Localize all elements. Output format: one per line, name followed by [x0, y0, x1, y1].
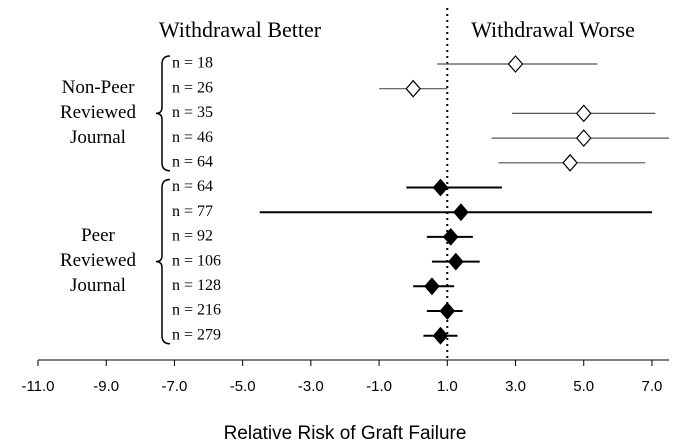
- header-right: Withdrawal Worse: [471, 17, 635, 42]
- group-label: Reviewed: [60, 250, 136, 271]
- group-label: Peer: [81, 225, 115, 246]
- brace: [155, 178, 171, 345]
- estimate-marker: [432, 326, 449, 345]
- estimate-marker: [432, 178, 449, 197]
- row-label: n = 46: [172, 129, 213, 146]
- estimate-marker: [575, 129, 592, 148]
- group-label: Non-Peer: [62, 77, 135, 98]
- estimate-marker: [453, 203, 469, 222]
- group-label: Journal: [70, 127, 126, 148]
- estimate-marker: [448, 252, 464, 271]
- estimate-marker: [562, 153, 578, 172]
- x-tick-label: -3.0: [298, 378, 324, 395]
- x-axis-label: Relative Risk of Graft Failure: [224, 423, 467, 444]
- row-label: n = 77: [172, 203, 213, 220]
- estimate-marker: [439, 302, 456, 320]
- x-tick-label: -1.0: [366, 378, 392, 395]
- estimate-marker: [575, 104, 592, 123]
- x-tick-label: 7.0: [642, 378, 663, 395]
- x-tick-label: -7.0: [162, 378, 188, 395]
- row-label: n = 216: [172, 302, 221, 319]
- x-tick-label: -5.0: [230, 378, 256, 395]
- row-label: n = 92: [172, 228, 213, 245]
- row-label: n = 106: [172, 252, 221, 269]
- row-label: n = 279: [172, 326, 221, 343]
- row-label: n = 64: [172, 153, 213, 170]
- row-label: n = 18: [172, 55, 213, 72]
- estimate-marker: [424, 277, 440, 296]
- row-label: n = 26: [172, 79, 213, 96]
- estimate-marker: [405, 79, 421, 98]
- group-label: Reviewed: [60, 102, 136, 123]
- row-label: n = 35: [172, 104, 213, 121]
- x-tick-label: 5.0: [573, 378, 594, 395]
- row-label: n = 64: [172, 178, 213, 195]
- x-tick-label: 1.0: [437, 378, 458, 395]
- header-left: Withdrawal Better: [159, 17, 322, 42]
- x-tick-label: -11.0: [21, 378, 54, 395]
- brace: [155, 55, 171, 172]
- row-label: n = 128: [172, 277, 221, 294]
- estimate-marker: [442, 227, 459, 246]
- group-label: Journal: [70, 275, 126, 296]
- x-tick-label: 3.0: [505, 378, 526, 395]
- x-tick-label: -9.0: [93, 378, 119, 395]
- estimate-marker: [507, 55, 524, 73]
